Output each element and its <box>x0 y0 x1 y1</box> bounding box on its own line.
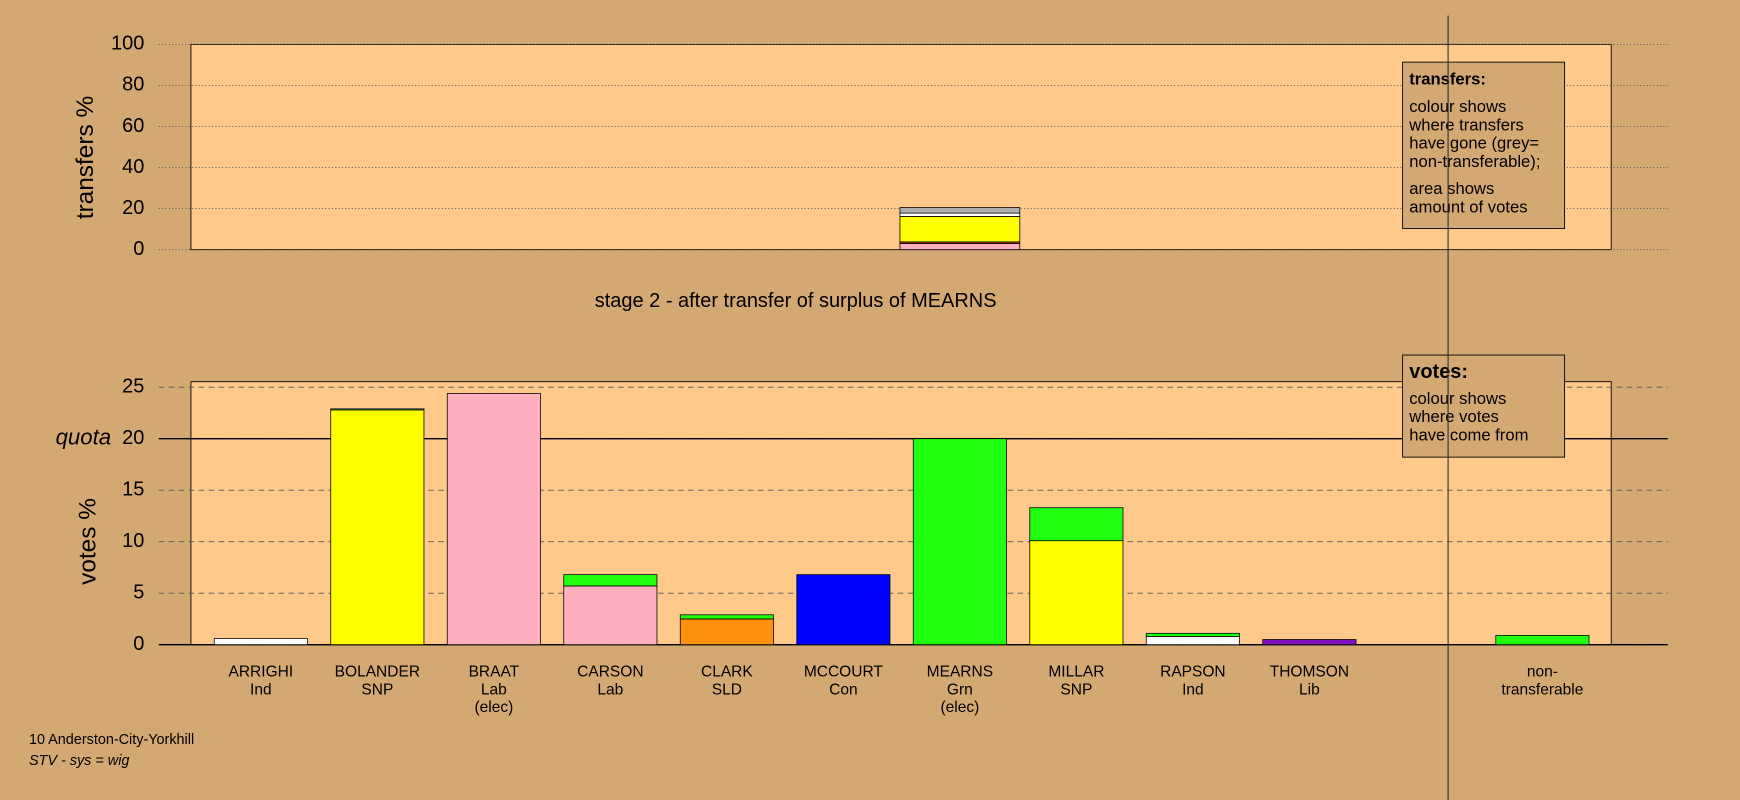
stage-title: stage 2 - after transfer of surplus of M… <box>595 290 997 312</box>
legend-text: where transfers <box>1408 115 1524 134</box>
bar-segment <box>1029 507 1124 542</box>
bar-segment <box>1495 635 1590 646</box>
bar-segment <box>899 212 1021 217</box>
footer-district: 10 Anderston-City-Yorkhill <box>29 732 194 748</box>
bar-segment <box>899 243 1021 251</box>
legend-text: where votes <box>1408 407 1499 426</box>
x-tick-label: Ind <box>1182 681 1204 698</box>
y-tick-label: 0 <box>133 633 144 655</box>
bar-segment <box>330 409 425 646</box>
bar-segment <box>213 638 308 646</box>
x-tick-label: CARSON <box>577 664 643 681</box>
bar-segment <box>563 585 658 646</box>
y-tick-label: 15 <box>122 478 144 500</box>
bar-segment <box>1145 636 1240 646</box>
legend-text: amount of votes <box>1409 197 1527 216</box>
bar-segment <box>899 207 1021 214</box>
x-tick-label: MILLAR <box>1048 664 1104 681</box>
y-axis-label: transfers % <box>72 96 99 219</box>
bar-segment <box>796 574 891 646</box>
bar-segment <box>679 614 774 620</box>
y-tick-label: 25 <box>122 376 144 398</box>
y-tick-label: 20 <box>122 197 144 219</box>
footer-system: STV - sys = wig <box>29 753 129 769</box>
y-tick-label: 80 <box>122 74 144 96</box>
bar-segment <box>1262 639 1357 646</box>
y-tick-label: 20 <box>122 427 144 449</box>
x-tick-label: SNP <box>1060 681 1092 698</box>
x-tick-label: BOLANDER <box>335 664 420 681</box>
bar-segment <box>679 618 774 646</box>
legend-text: colour shows <box>1409 97 1506 116</box>
x-tick-label: THOMSON <box>1270 664 1349 681</box>
y-tick-label: 10 <box>122 530 144 552</box>
legend-text: area shows <box>1409 179 1494 198</box>
x-tick-label: Ind <box>250 681 272 698</box>
x-tick-label: (elec) <box>940 699 979 716</box>
legend-text: have come from <box>1409 425 1528 444</box>
y-axis-label: votes % <box>74 498 101 585</box>
legend-text: have gone (grey= <box>1409 134 1539 153</box>
y-tick-label: 0 <box>133 238 144 260</box>
x-tick-label: CLARK <box>701 664 753 681</box>
bar-segment <box>1145 632 1240 637</box>
bar-segment <box>899 216 1021 243</box>
x-tick-label: Lab <box>481 681 507 698</box>
x-tick-label: (elec) <box>474 699 513 716</box>
bar-segment <box>563 574 658 587</box>
x-tick-label: MCCOURT <box>804 664 884 681</box>
x-tick-label: Lib <box>1299 681 1320 698</box>
y-tick-label: 100 <box>111 33 144 55</box>
bar-segment <box>446 393 541 646</box>
x-tick-label: RAPSON <box>1160 664 1226 681</box>
x-tick-label: Lab <box>597 681 623 698</box>
x-tick-label: ARRIGHI <box>229 664 294 681</box>
legend-box <box>1402 354 1566 458</box>
y-tick-label: 40 <box>122 156 144 178</box>
legend-heading: votes: <box>1409 361 1468 383</box>
bar-segment <box>912 438 1007 646</box>
x-tick-label: BRAAT <box>469 664 520 681</box>
x-tick-label: transferable <box>1501 681 1583 698</box>
y-tick-label: 60 <box>122 115 144 137</box>
x-tick-label: MEARNS <box>927 664 993 681</box>
bottom-panel <box>190 381 1612 646</box>
x-tick-label: SNP <box>361 681 393 698</box>
bar-segment <box>330 408 425 411</box>
legend-text: colour shows <box>1409 389 1506 408</box>
y-tick-label: 5 <box>133 581 144 603</box>
bar-segment <box>1029 540 1124 646</box>
x-tick-label: non- <box>1527 664 1558 681</box>
x-tick-label: SLD <box>712 681 742 698</box>
x-tick-label: Con <box>829 681 857 698</box>
legend-text: non-transferable); <box>1409 152 1540 171</box>
quota-label: quota <box>56 425 112 450</box>
legend-box <box>1402 61 1566 230</box>
x-tick-label: Grn <box>947 681 973 698</box>
